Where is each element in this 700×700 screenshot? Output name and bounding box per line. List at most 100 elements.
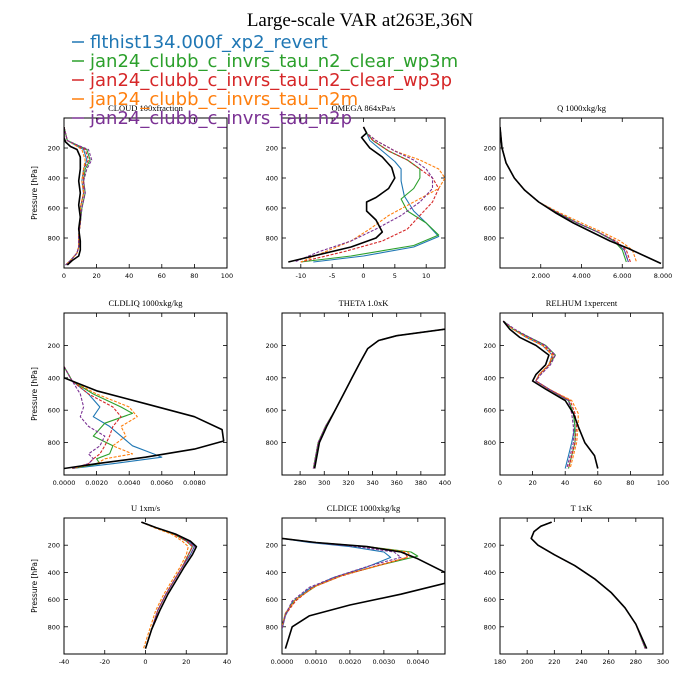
series-line-3 xyxy=(282,537,409,629)
y-tick-label: 400 xyxy=(266,374,278,382)
series-line-4 xyxy=(312,328,445,469)
x-tick-label: 20 xyxy=(182,658,190,666)
plot-frame xyxy=(281,517,446,655)
x-tick-label: 20 xyxy=(528,479,536,487)
x-tick-label: 80 xyxy=(626,479,634,487)
y-tick-label: 400 xyxy=(484,175,496,183)
y-tick-label: 400 xyxy=(484,569,496,577)
y-axis-label: Pressure [hPa] xyxy=(30,559,39,613)
x-tick-label: 6.000 xyxy=(613,272,632,280)
x-tick-label: 0 xyxy=(498,479,502,487)
legend-label: jan24_clubb_c_invrs_tau_n2p xyxy=(89,108,352,129)
series-line-1 xyxy=(530,521,646,649)
series-line-1 xyxy=(64,366,163,470)
y-tick-label: 800 xyxy=(266,235,278,243)
y-tick-label: 800 xyxy=(484,439,496,447)
series-line-3 xyxy=(64,366,122,470)
x-tick-label: 180 xyxy=(494,658,506,666)
panel-9: T 1xK 200 400 600 800 180 200 220 240 260 280 300 xyxy=(484,503,670,666)
x-tick-label: 280 xyxy=(294,479,306,487)
y-tick-label: 800 xyxy=(48,623,60,631)
series-line-5 xyxy=(500,126,629,263)
series-group xyxy=(502,320,599,469)
control-line xyxy=(64,366,225,470)
x-tick-label: 40 xyxy=(223,658,231,666)
series-line-2 xyxy=(530,521,646,649)
series-group xyxy=(530,521,648,649)
y-tick-label: 200 xyxy=(484,342,496,350)
y-tick-label: 200 xyxy=(484,542,496,550)
x-tick-label: 240 xyxy=(575,658,587,666)
series-group xyxy=(64,366,225,470)
legend: flthist134.000f_xp2_revertjan24_clubb_c_… xyxy=(72,32,458,129)
series-group xyxy=(500,126,662,265)
series-line-1 xyxy=(312,328,445,469)
x-tick-label: 200 xyxy=(521,658,533,666)
control-line xyxy=(282,537,445,649)
legend-label: jan24_clubb_c_invrs_tau_n2_clear_wp3m xyxy=(89,51,458,72)
y-tick-label: 400 xyxy=(266,175,278,183)
y-tick-label: 400 xyxy=(48,175,60,183)
y-tick-label: 600 xyxy=(48,407,60,415)
panel-5: THETA 1.0xK 200 400 600 800 280 300 320 340 360 38… xyxy=(266,298,452,487)
panel-2: OMEGA 864xPa/s 200 400 600 800 -10 -5 0 5 10 xyxy=(266,103,446,280)
y-tick-label: 600 xyxy=(48,205,60,213)
x-tick-label: -5 xyxy=(329,272,335,280)
panel-title: Q 1000xkg/kg xyxy=(557,103,607,113)
x-tick-label: 0.0000 xyxy=(271,658,294,666)
plot-frame xyxy=(63,312,228,476)
x-tick-label: 100 xyxy=(221,272,233,280)
x-tick-label: 0 xyxy=(361,272,365,280)
control-line xyxy=(64,127,82,266)
series-line-2 xyxy=(64,366,134,470)
y-tick-label: 400 xyxy=(266,569,278,577)
y-tick-label: 600 xyxy=(266,205,278,213)
x-tick-label: 100 xyxy=(657,479,669,487)
y-tick-label: 400 xyxy=(48,374,60,382)
series-line-4 xyxy=(500,126,638,263)
y-axis-label: Pressure [hPa] xyxy=(30,166,39,220)
legend-label: jan24_clubb_c_invrs_tau_n2_clear_wp3p xyxy=(89,70,452,91)
panel-7: U 1xm/s 200 400 600 800 -40 -20 0 20 40 Pressure [… xyxy=(30,503,231,666)
series-line-4 xyxy=(64,126,86,266)
panel-1: CLOUD 100xfraction 200 400 600 800 0 20 40 60 80 1… xyxy=(30,103,233,280)
control-line xyxy=(288,126,396,263)
plot-frame xyxy=(63,117,228,269)
y-tick-label: 600 xyxy=(484,596,496,604)
series-line-1 xyxy=(500,126,629,263)
y-tick-label: 400 xyxy=(48,569,60,577)
panel-title: U 1xm/s xyxy=(131,503,160,513)
legend-label: jan24_clubb_c_invrs_tau_n2m xyxy=(89,89,358,110)
plot-frame xyxy=(499,117,664,269)
plot-frame xyxy=(499,517,664,655)
x-tick-label: -20 xyxy=(99,658,110,666)
panel-title: THETA 1.0xK xyxy=(339,298,390,308)
series-group xyxy=(141,521,198,649)
x-tick-label: 4.000 xyxy=(572,272,591,280)
series-group xyxy=(64,126,93,266)
series-line-4 xyxy=(300,126,445,263)
figure-title: Large-scale VAR at263E,36N xyxy=(247,10,474,31)
series-line-4 xyxy=(530,521,646,649)
control-line xyxy=(502,320,599,469)
x-tick-label: 0.0030 xyxy=(373,658,396,666)
y-tick-label: 600 xyxy=(484,205,496,213)
panel-8: CLDICE 1000xkg/kg 200 400 600 800 0.0000 0.001… xyxy=(266,503,446,666)
x-tick-label: 320 xyxy=(342,479,354,487)
x-tick-label: 260 xyxy=(602,658,614,666)
x-tick-label: 0.0040 xyxy=(406,658,429,666)
series-line-3 xyxy=(300,126,440,263)
x-tick-label: 2.000 xyxy=(531,272,550,280)
series-line-3 xyxy=(502,320,578,469)
panel-6: RELHUM 1xpercent 200 400 600 800 0 20 40 60 80 100 xyxy=(484,298,670,487)
x-tick-label: 40 xyxy=(561,479,569,487)
y-tick-label: 800 xyxy=(266,439,278,447)
plot-frame xyxy=(499,312,664,476)
plot-frame xyxy=(281,312,446,476)
y-tick-label: 200 xyxy=(48,342,60,350)
y-tick-label: 600 xyxy=(266,596,278,604)
y-axis-label: Pressure [hPa] xyxy=(30,367,39,421)
control-line xyxy=(313,328,445,469)
x-tick-label: 220 xyxy=(548,658,560,666)
